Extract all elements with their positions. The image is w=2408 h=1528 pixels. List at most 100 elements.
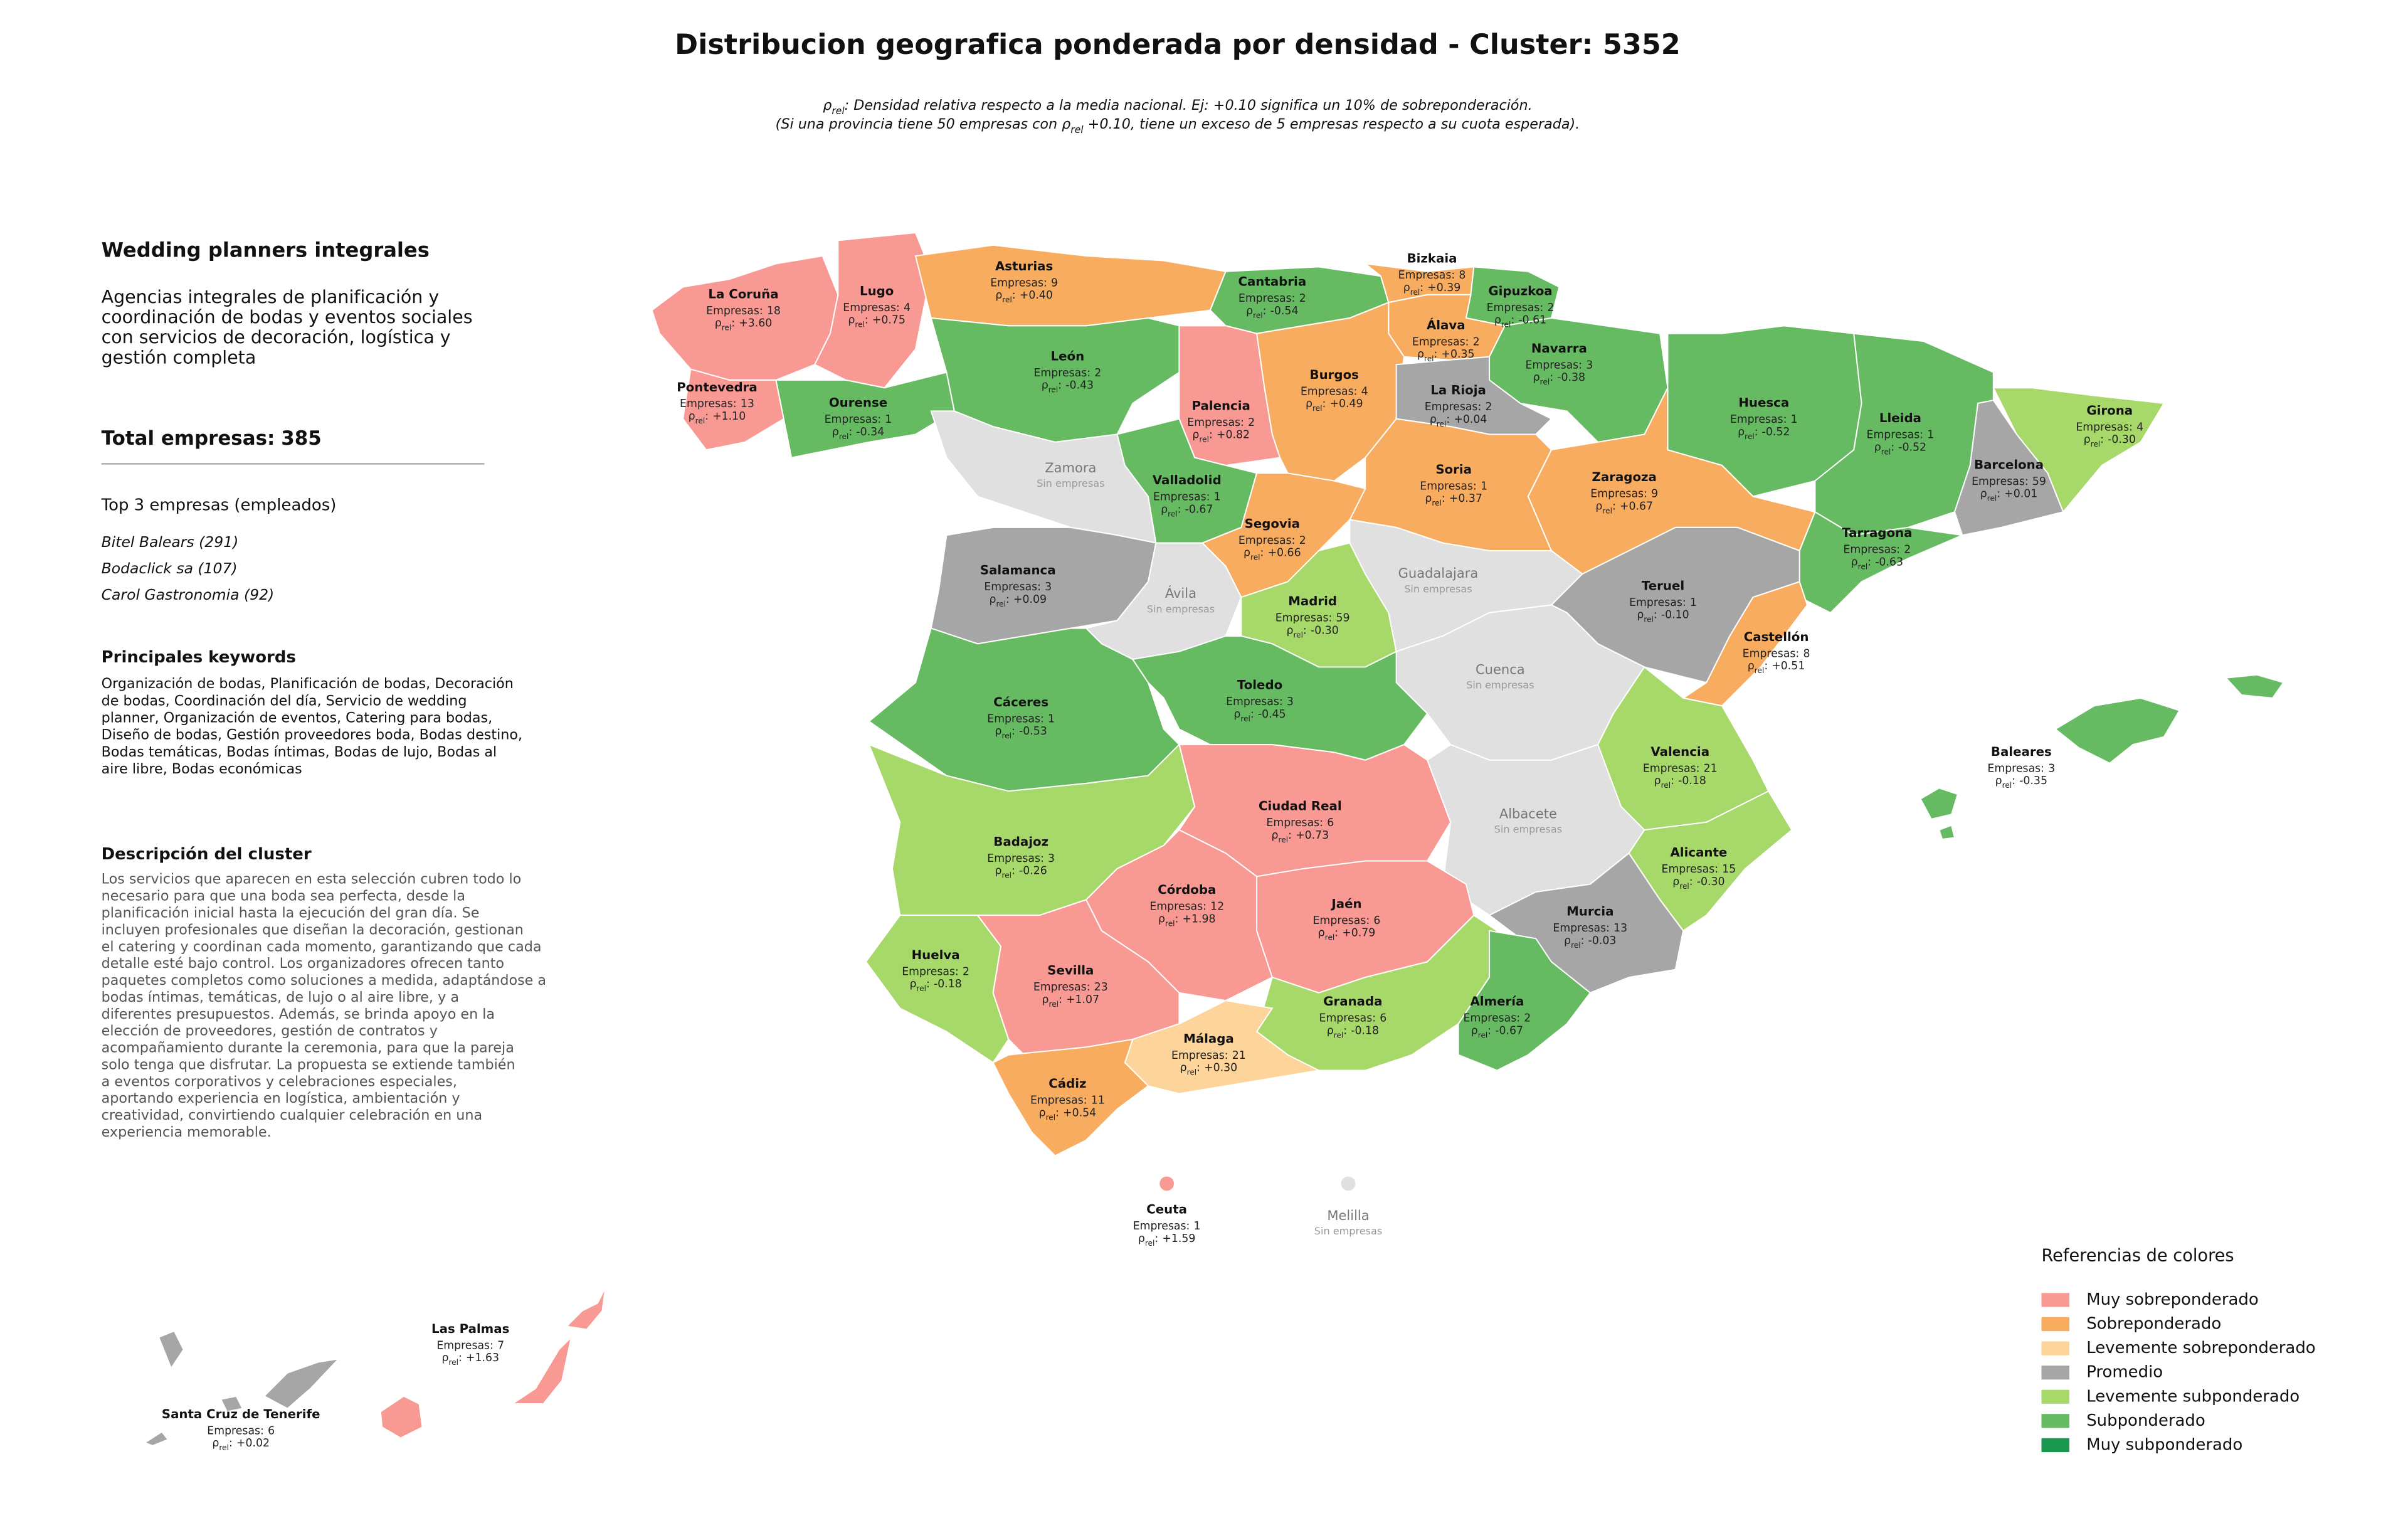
rho-symbol: ρ xyxy=(212,1437,219,1450)
count-label: Empresas: xyxy=(680,398,737,410)
rho-sub: rel xyxy=(1002,871,1012,879)
count-value: 4 xyxy=(2136,421,2143,433)
rho-value: +0.67 xyxy=(1620,500,1653,512)
count-label: Empresas: xyxy=(1301,385,1358,398)
rho-colon: : xyxy=(731,317,735,330)
count-value: 9 xyxy=(1651,488,1658,501)
top-title: Top 3 empresas (empleados) xyxy=(101,496,337,515)
subtitle-sub: rel xyxy=(832,105,845,117)
province-count: Empresas: 2 xyxy=(1238,534,1306,547)
count-value: 3 xyxy=(1048,852,1055,865)
count-label: Empresas: xyxy=(1464,1012,1521,1025)
rho-colon: : xyxy=(1196,1062,1200,1074)
rho-symbol: ρ xyxy=(1246,305,1253,317)
rho-value: -0.52 xyxy=(1898,441,1926,454)
rho-sub: rel xyxy=(1048,385,1059,394)
province-name: Murcia xyxy=(1566,905,1613,919)
province-rho: ρrel: +0.02 xyxy=(212,1437,270,1452)
province-count: Empresas: 2 xyxy=(1412,336,1480,348)
rho-sub: rel xyxy=(1240,714,1250,723)
province-name: Huesca xyxy=(1738,396,1789,410)
rho-value: -0.52 xyxy=(1762,426,1790,438)
province-shape xyxy=(263,1358,341,1409)
count-label: Empresas: xyxy=(1867,429,1924,442)
province-count: Empresas: 11 xyxy=(1030,1095,1105,1107)
rho-sub: rel xyxy=(1187,1068,1197,1076)
province-shape xyxy=(1681,581,1809,707)
count-label: Empresas: xyxy=(1238,292,1296,305)
rho-symbol: ρ xyxy=(832,426,839,438)
cluster-line: diferentes presupuestos. Además, se brin… xyxy=(102,1006,495,1022)
rho-colon: : xyxy=(1550,371,1553,384)
count-label: Empresas: xyxy=(825,413,882,426)
province-none: Sin empresas xyxy=(1314,1225,1382,1237)
rho-colon: : xyxy=(1891,441,1894,454)
count-label: Empresas: xyxy=(843,302,900,314)
subtitle: (Si una provincia tiene 50 empresas con … xyxy=(776,115,1580,135)
province-rho: ρrel: -0.35 xyxy=(1995,775,2047,790)
rho-sub: rel xyxy=(1334,1031,1344,1039)
rho-sub: rel xyxy=(1199,435,1209,443)
province-rho: ρrel: -0.52 xyxy=(1874,441,1926,456)
count-label: Empresas: xyxy=(1171,1049,1228,1062)
rho-colon: : xyxy=(1997,488,2000,501)
province-rho: ρrel: +0.01 xyxy=(1980,488,2038,502)
province-count: Empresas: 8 xyxy=(1398,269,1466,282)
count-label: Empresas: xyxy=(1843,544,1900,556)
count-value: 2 xyxy=(1473,336,1480,348)
count-label: Empresas: xyxy=(990,277,1047,289)
province-name: Almería xyxy=(1470,994,1524,1009)
cluster-line: aportando experiencia en logística, ambi… xyxy=(102,1090,460,1106)
rho-value: +0.82 xyxy=(1217,429,1250,442)
province-count: Empresas: 6 xyxy=(207,1425,275,1437)
province-rho: ρrel: +0.66 xyxy=(1244,547,1301,561)
province-rho: ρrel: -0.26 xyxy=(995,865,1047,880)
province-rho: ρrel: -0.61 xyxy=(1494,314,1546,329)
legend-swatch xyxy=(2041,1341,2069,1356)
province-rho: ρrel: -0.30 xyxy=(2084,433,2136,448)
panel-description: coordinación de bodas y eventos sociales xyxy=(102,307,473,327)
province-shape xyxy=(510,1335,573,1405)
rho-value: -0.34 xyxy=(856,426,884,438)
legend-swatch xyxy=(2041,1366,2069,1380)
title: Distribucion geografica ponderada por de… xyxy=(675,29,1681,61)
keywords-line: de bodas, Coordinación del día, Servicio… xyxy=(102,692,467,709)
rho-sub: rel xyxy=(1410,287,1420,296)
rho-value: -0.26 xyxy=(1019,865,1047,878)
province-count: Empresas: 8 xyxy=(1743,647,1810,660)
count-value: 18 xyxy=(767,305,781,317)
rho-colon: : xyxy=(458,1352,462,1364)
rho-colon: : xyxy=(1250,708,1254,721)
rho-value: +0.37 xyxy=(1449,492,1482,505)
province-count: Empresas: 3 xyxy=(987,852,1055,865)
rho-value: -0.03 xyxy=(1588,935,1617,947)
province-shape xyxy=(157,1330,184,1370)
rho-colon: : xyxy=(926,978,930,990)
province-count: Empresas: 7 xyxy=(436,1339,504,1352)
rho-value: -0.18 xyxy=(934,978,962,990)
province-name: Lugo xyxy=(860,284,894,298)
province-rho: ρrel: -0.53 xyxy=(995,725,1047,740)
rho-value: +1.98 xyxy=(1183,913,1216,925)
rho-symbol: ρ xyxy=(1138,1233,1145,1245)
legend-label: Levemente sobreponderado xyxy=(2086,1339,2316,1357)
province-shape xyxy=(143,1431,169,1446)
rho-symbol: ρ xyxy=(989,593,996,606)
rho-symbol: ρ xyxy=(1233,708,1240,721)
count-label: Empresas: xyxy=(987,852,1044,865)
province-count: Empresas: 6 xyxy=(1319,1012,1387,1025)
rho-sub: rel xyxy=(1002,731,1012,740)
rho-colon: : xyxy=(705,410,709,423)
count-value: 59 xyxy=(1336,612,1349,625)
province-none: Sin empresas xyxy=(1466,679,1534,691)
count-label: Empresas: xyxy=(706,305,763,317)
province-name: Alicante xyxy=(1671,846,1728,860)
rho-value: +0.09 xyxy=(1013,593,1047,606)
rho-value: -0.38 xyxy=(1557,371,1585,384)
province-rho: ρrel: +0.37 xyxy=(1425,492,1482,507)
province-rho: ρrel: +1.98 xyxy=(1158,913,1216,928)
rho-value: +1.59 xyxy=(1162,1233,1195,1245)
province-name: Tarragona xyxy=(1842,526,1912,540)
rho-sub: rel xyxy=(1279,835,1289,844)
